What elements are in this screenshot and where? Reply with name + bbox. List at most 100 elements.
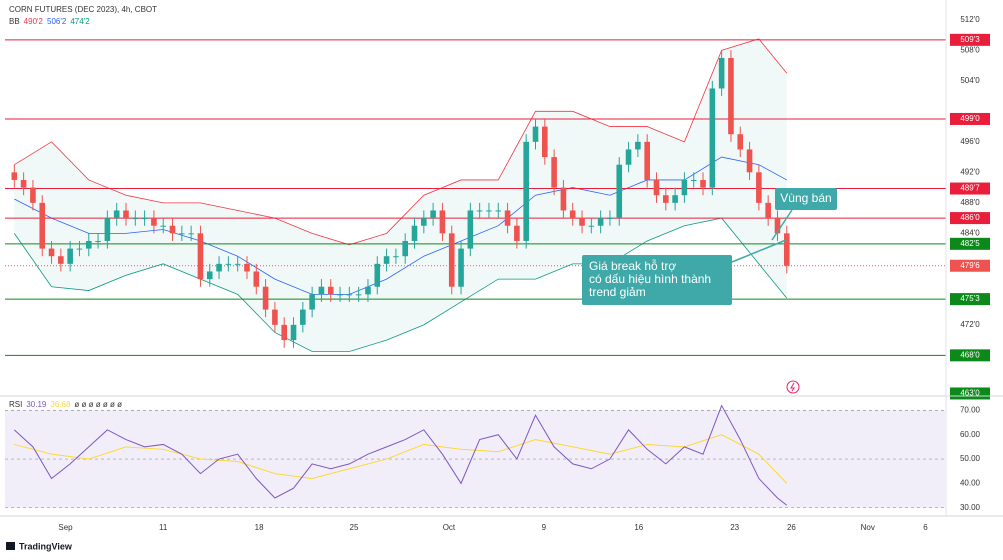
candle-body xyxy=(421,218,427,226)
candle-body xyxy=(690,179,697,181)
x-tick-label: Oct xyxy=(443,523,456,532)
candle-body xyxy=(700,179,706,188)
candle-body xyxy=(197,233,204,280)
rsi-legend: 30.19 xyxy=(26,400,47,409)
level-label: 463'0 xyxy=(960,389,980,398)
rsi-line xyxy=(13,404,788,506)
candle-body xyxy=(216,263,222,272)
candle-body xyxy=(337,294,343,296)
x-tick-label: 6 xyxy=(923,523,928,532)
candle-body xyxy=(104,218,111,241)
brand-logo xyxy=(6,542,15,550)
candle-body xyxy=(728,57,734,135)
level-label-box xyxy=(950,112,990,125)
level-label-box xyxy=(950,33,990,46)
candle-body xyxy=(281,324,288,341)
candle-body xyxy=(123,210,129,219)
rsi-legend: 36.68 xyxy=(50,400,71,409)
candle-body xyxy=(737,134,744,150)
candle-body xyxy=(290,324,297,341)
annotation-text: trend giảm xyxy=(589,285,646,299)
candle-body xyxy=(662,195,669,203)
x-tick-label: 25 xyxy=(350,523,359,532)
candle-body xyxy=(411,225,418,241)
candle-body xyxy=(476,210,483,212)
candle-body xyxy=(579,218,585,226)
x-tick-label: Nov xyxy=(861,523,875,532)
candle-body xyxy=(262,286,269,310)
bb-legend: 490'2 xyxy=(24,17,44,26)
candle-body xyxy=(76,248,83,250)
level-label-box xyxy=(950,349,990,362)
bb-legend: BB xyxy=(9,17,20,26)
candle-body xyxy=(458,248,464,287)
candle-body xyxy=(132,218,139,220)
rsi-tick-label: 40.00 xyxy=(960,478,981,487)
x-tick-label: 9 xyxy=(542,523,547,532)
candle-body xyxy=(681,179,688,196)
candle-body xyxy=(607,218,613,220)
annotation-text: Vùng bán xyxy=(780,191,831,205)
rsi-ma-line xyxy=(14,434,788,484)
candle-body xyxy=(309,294,315,310)
bb-line xyxy=(14,38,788,246)
candle-body xyxy=(272,309,278,325)
candle-body xyxy=(514,225,520,241)
brand: TradingView xyxy=(19,541,73,551)
y-tick-label: 488'0 xyxy=(960,198,980,207)
x-tick-label: Sep xyxy=(58,523,73,532)
level-label-box xyxy=(950,212,990,225)
last-price-label: 479'6 xyxy=(960,261,980,270)
candle-body xyxy=(588,225,595,227)
candle-body xyxy=(616,164,623,219)
candle-body xyxy=(495,210,502,212)
chart-title: CORN FUTURES (DEC 2023), 4h, CBOT xyxy=(9,5,157,14)
candle-body xyxy=(560,187,567,211)
rsi-tick-label: 70.00 xyxy=(960,405,981,414)
candle-body xyxy=(30,187,36,203)
candle-body xyxy=(300,309,306,325)
candle-body xyxy=(365,286,371,295)
y-tick-label: 504'0 xyxy=(960,76,980,85)
level-label-box xyxy=(950,182,990,195)
rsi-tick-label: 30.00 xyxy=(960,503,981,512)
x-tick-label: 11 xyxy=(159,523,168,532)
y-tick-label: 496'0 xyxy=(960,137,980,146)
level-label-box xyxy=(950,237,990,250)
alert-bolt xyxy=(790,382,795,392)
y-tick-label: 508'0 xyxy=(960,45,980,54)
candle-body xyxy=(430,210,436,219)
level-label: 475'3 xyxy=(960,294,980,303)
candle-body xyxy=(85,240,92,249)
candle-body xyxy=(393,256,399,258)
candle-body xyxy=(448,233,455,287)
candle-body xyxy=(504,210,511,226)
candle-body xyxy=(467,210,474,249)
level-label-box xyxy=(950,293,990,306)
level-label: 486'0 xyxy=(960,213,980,222)
x-tick-label: 16 xyxy=(634,523,643,532)
candle-body xyxy=(718,57,725,89)
candle-body xyxy=(39,202,46,249)
level-label: 468'0 xyxy=(960,350,980,359)
candle-body xyxy=(253,271,260,287)
candle-body xyxy=(672,195,678,203)
candle-body xyxy=(225,263,232,265)
candle-body xyxy=(783,233,790,266)
annotation-box xyxy=(582,255,732,305)
candle-body xyxy=(48,248,55,257)
candle-body xyxy=(160,225,167,227)
candle-body xyxy=(486,210,492,212)
rsi-legend: RSI xyxy=(9,400,22,409)
rsi-legend: ø ø ø ø ø ø ø xyxy=(74,400,122,409)
alert-icon[interactable] xyxy=(786,380,800,394)
candle-body xyxy=(318,286,325,295)
candle-body xyxy=(11,172,18,180)
candle-body xyxy=(244,263,250,272)
x-tick-label: 26 xyxy=(787,523,796,532)
candle-body xyxy=(179,233,185,235)
y-tick-label: 484'0 xyxy=(960,228,980,237)
rsi-tick-label: 60.00 xyxy=(960,430,981,439)
candle-body xyxy=(95,240,101,242)
